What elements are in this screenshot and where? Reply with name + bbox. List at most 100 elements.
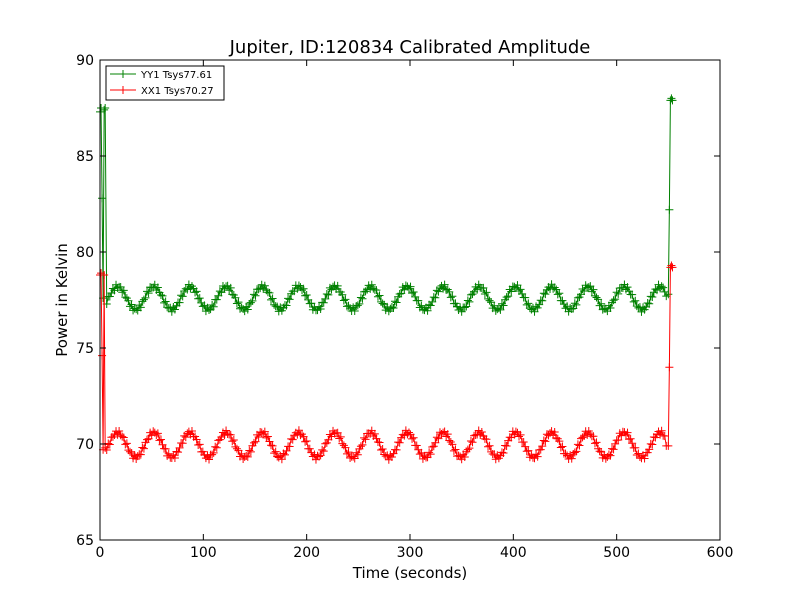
- data-point: [499, 301, 508, 310]
- data-point: [550, 283, 559, 292]
- x-tick-label: 500: [603, 545, 630, 561]
- data-point: [280, 450, 289, 459]
- legend-label: YY1 Tsys77.61: [140, 70, 212, 81]
- data-point: [662, 292, 671, 301]
- data-point: [115, 426, 124, 435]
- data-point: [271, 302, 280, 311]
- plot-frame: [99, 59, 721, 541]
- legend-marker: [119, 70, 127, 78]
- legend-label: XX1 Tsys70.27: [141, 86, 214, 97]
- data-point: [228, 437, 237, 446]
- data-point: [533, 452, 542, 461]
- x-axis-label: Time (seconds): [352, 564, 468, 582]
- data-point: [480, 289, 489, 298]
- data-point: [101, 104, 110, 112]
- data-point: [316, 451, 325, 460]
- data-point: [463, 296, 472, 305]
- data-point: [119, 286, 128, 295]
- data-point: [321, 294, 330, 303]
- data-point: [138, 443, 147, 452]
- data-point: [158, 440, 167, 449]
- data-point: [608, 444, 617, 453]
- data-point: [285, 442, 294, 451]
- data-point: [377, 446, 386, 455]
- data-point: [265, 437, 274, 446]
- data-point: [533, 303, 542, 312]
- data-point: [271, 447, 280, 456]
- data-point: [628, 290, 637, 299]
- data-point: [285, 295, 294, 304]
- data-point: [575, 441, 584, 450]
- data-point: [521, 442, 530, 451]
- data-point: [263, 288, 272, 297]
- data-point: [298, 286, 307, 295]
- data-point: [268, 441, 277, 450]
- data-point: [626, 434, 635, 443]
- data-point: [485, 296, 494, 305]
- data-point: [631, 443, 640, 452]
- data-point: [409, 433, 418, 442]
- data-point: [431, 293, 440, 302]
- data-point: [392, 298, 401, 307]
- data-point: [561, 449, 570, 458]
- data-point: [294, 281, 303, 290]
- data-point: [170, 305, 179, 314]
- data-point: [267, 295, 276, 304]
- data-point: [333, 428, 342, 437]
- data-point: [611, 295, 620, 304]
- data-point: [536, 445, 545, 454]
- data-point: [589, 285, 598, 294]
- data-point: [499, 448, 508, 457]
- data-point: [139, 295, 148, 304]
- data-point: [319, 447, 328, 456]
- data-point: [164, 449, 173, 458]
- data-point: [288, 435, 297, 444]
- data-point: [125, 302, 134, 311]
- data-point: [465, 444, 474, 453]
- data-point: [121, 440, 130, 449]
- data-point: [631, 296, 640, 305]
- data-point: [284, 294, 293, 303]
- data-point: [260, 281, 269, 290]
- data-point: [301, 437, 310, 446]
- data-point: [590, 439, 599, 448]
- data-point: [434, 287, 443, 296]
- data-point: [423, 306, 432, 315]
- data-point: [344, 448, 353, 457]
- data-point: [195, 440, 204, 449]
- data-point: [98, 194, 107, 203]
- data-point: [353, 301, 362, 310]
- data-point: [175, 443, 184, 452]
- data-point: [606, 303, 615, 312]
- data-point: [482, 435, 491, 444]
- data-point: [355, 299, 364, 308]
- data-point: [597, 299, 606, 308]
- data-point: [431, 438, 440, 447]
- ticks-layer: 0 100 200 300 400 500 600 65 70 75 80 85 90: [76, 53, 733, 561]
- data-point: [260, 427, 269, 436]
- data-point: [516, 430, 525, 439]
- data-point: [378, 444, 387, 453]
- data-point: [226, 283, 235, 292]
- data-point: [358, 440, 367, 449]
- data-point: [432, 433, 441, 442]
- data-point: [539, 436, 548, 445]
- data-point: [409, 288, 418, 297]
- series-0: [96, 94, 677, 316]
- data-point: [428, 297, 437, 306]
- data-point: [208, 450, 217, 459]
- data-point: [375, 291, 384, 300]
- data-point: [463, 445, 472, 454]
- data-point: [175, 298, 184, 307]
- data-point: [536, 296, 545, 305]
- data-point: [645, 299, 654, 308]
- data-point: [105, 292, 114, 301]
- data-point: [440, 280, 449, 289]
- data-point: [194, 294, 203, 303]
- data-point: [651, 285, 660, 294]
- data-point: [657, 426, 666, 435]
- data-point: [640, 454, 649, 463]
- data-point: [161, 444, 170, 453]
- data-point: [144, 289, 153, 298]
- x-tick-label: 100: [190, 545, 217, 561]
